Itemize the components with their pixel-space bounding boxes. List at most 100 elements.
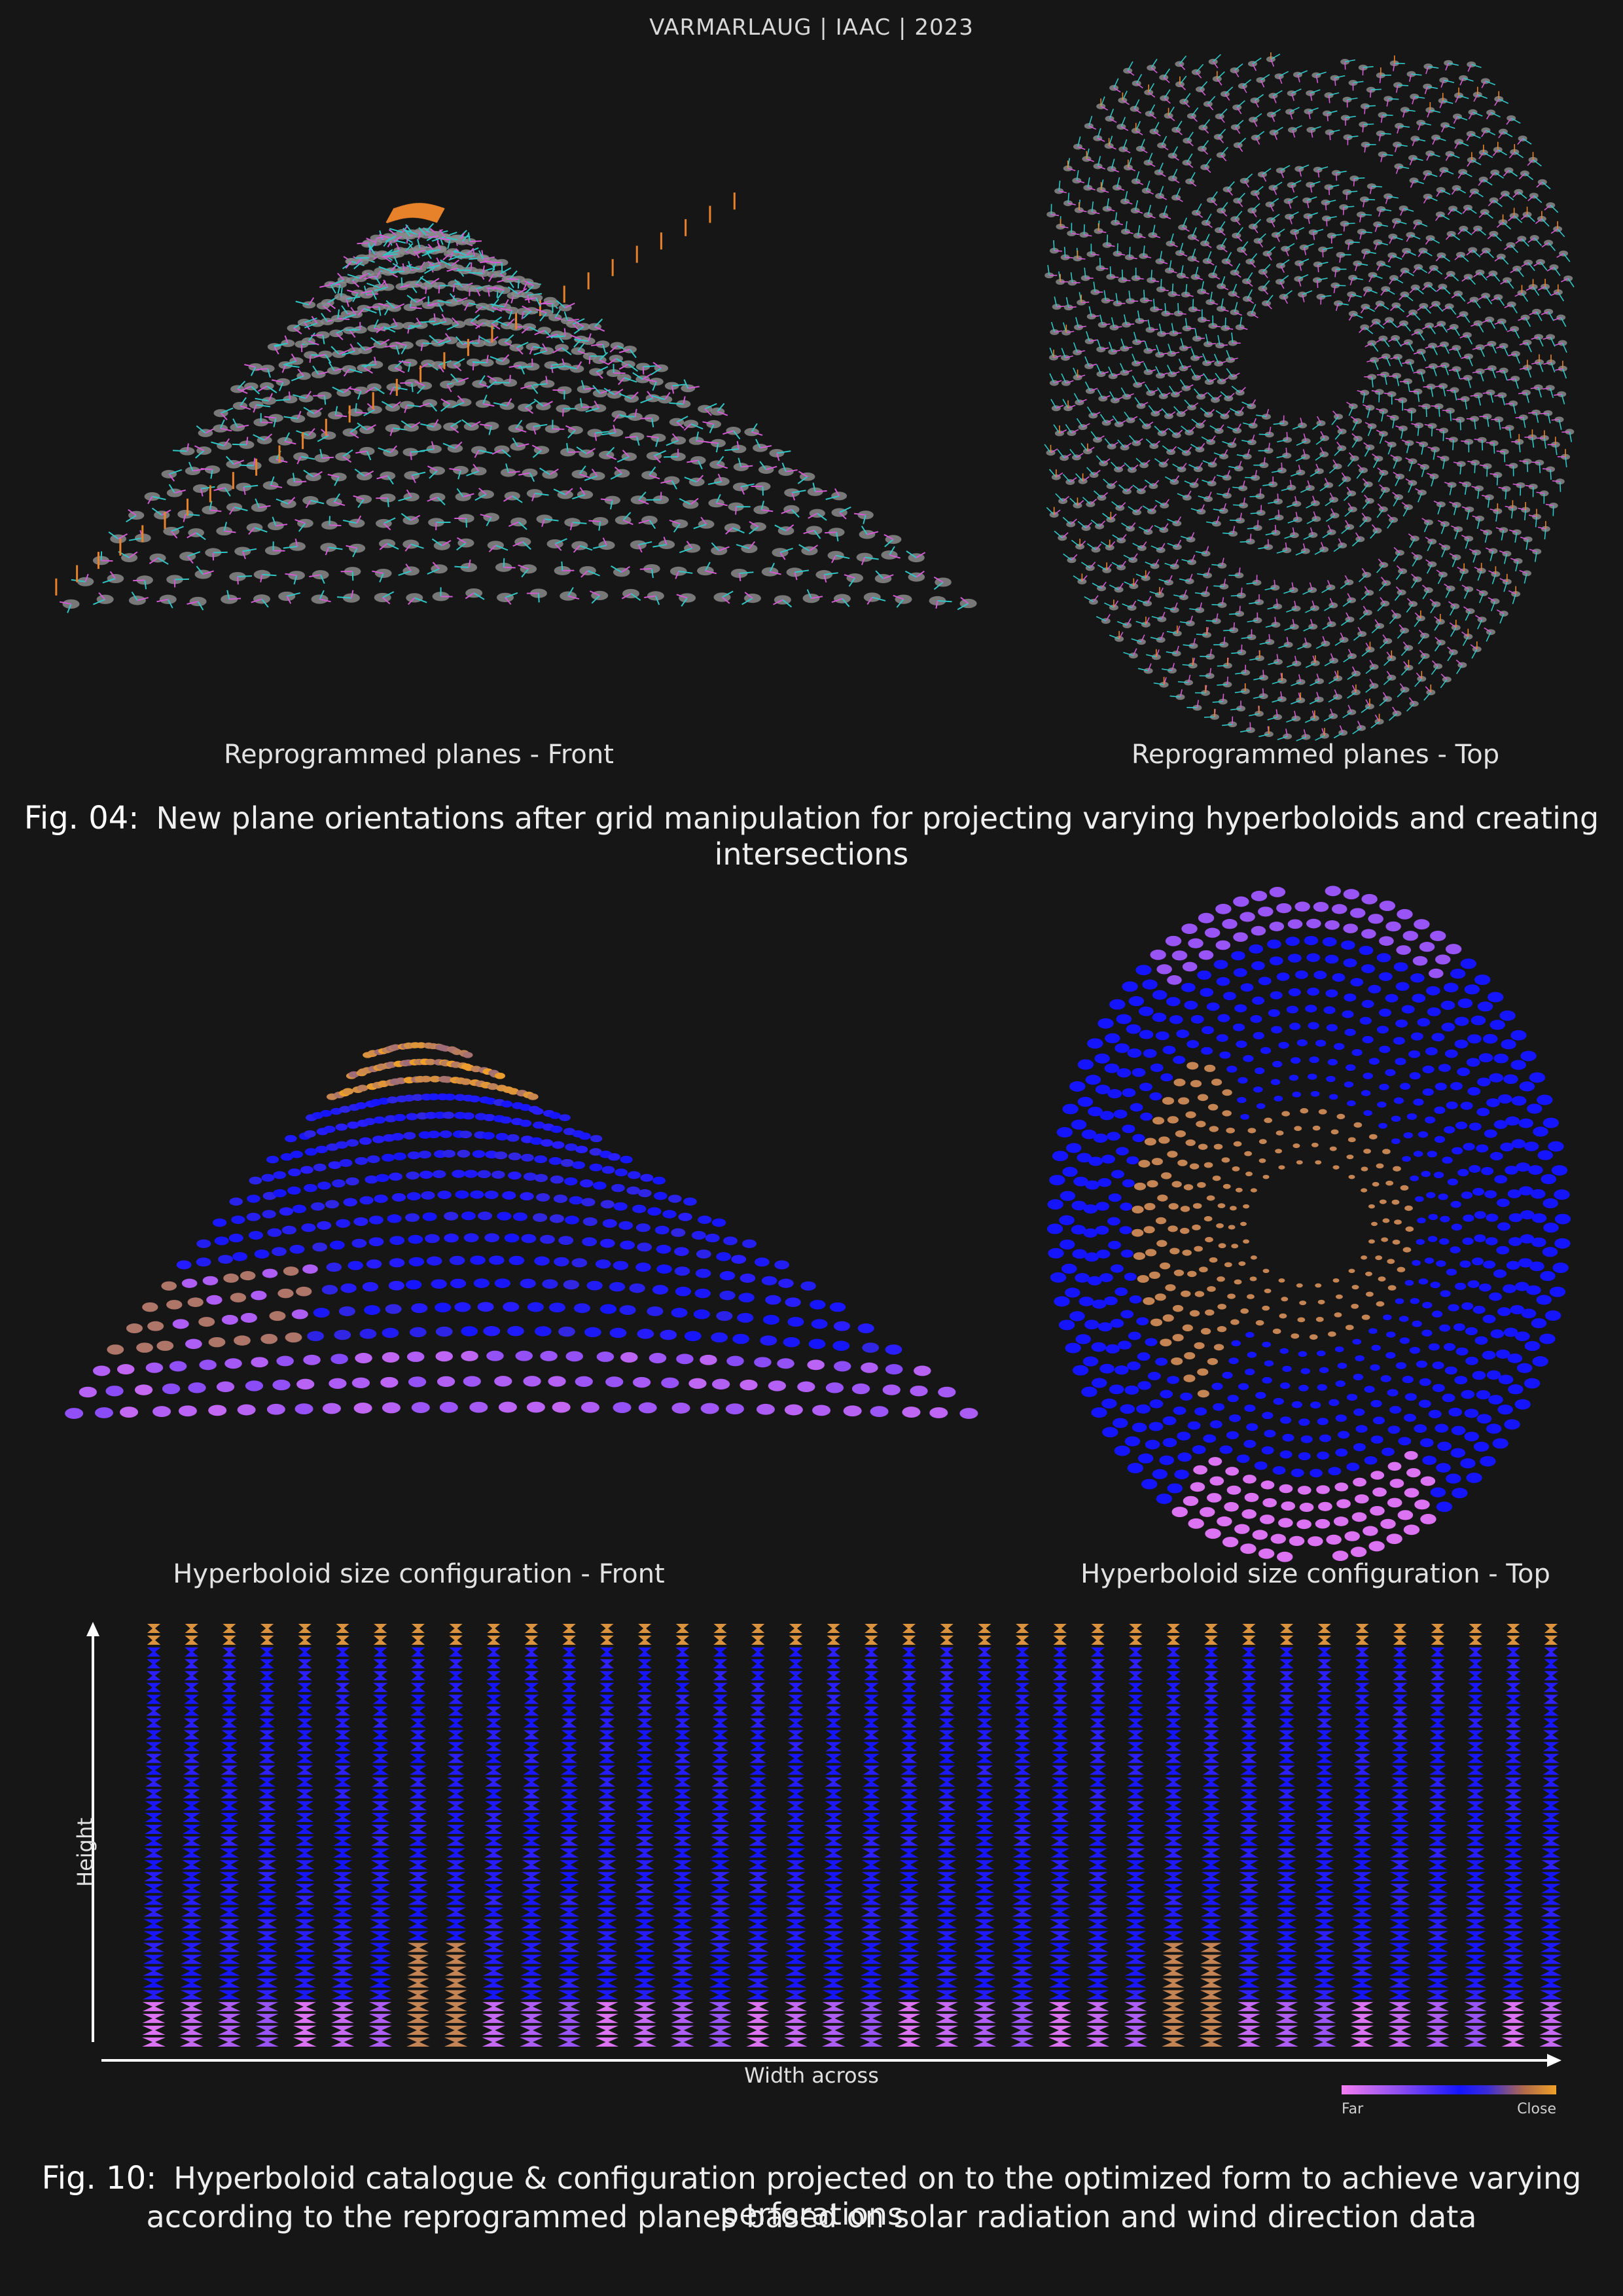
plane-axis-magenta (1413, 222, 1418, 230)
plane-axis-magenta (311, 334, 323, 336)
plane-axis-cyan (1344, 223, 1355, 224)
plane-axis-magenta (1472, 370, 1480, 374)
plane-axis-cyan (1490, 601, 1496, 611)
plane-axis-magenta (383, 523, 391, 531)
plane-axis-magenta (1065, 355, 1073, 359)
plane-disc (1230, 309, 1240, 315)
plane-axis-magenta (1504, 244, 1511, 251)
plane-axis-cyan (1533, 195, 1543, 204)
plane-axis-magenta (1120, 126, 1129, 132)
plane-axis-cyan (1255, 94, 1264, 101)
plane-axis-magenta (1357, 389, 1365, 393)
hyperboloid-disc (435, 1326, 453, 1337)
plane-axis-magenta (1106, 564, 1113, 571)
hyperboloid-disc (355, 1353, 372, 1363)
plane-axis-magenta (1515, 238, 1522, 244)
plane-disc (1313, 166, 1323, 173)
plane-axis-cyan (1192, 298, 1194, 310)
plane-axis-cyan (1427, 172, 1438, 177)
plane-axis-magenta (1387, 514, 1394, 520)
plane-axis-cyan (442, 442, 455, 450)
plane-disc (1474, 485, 1484, 492)
hyperboloid-disc (353, 1217, 368, 1227)
plane-disc (213, 424, 228, 433)
plane-axis-magenta (1135, 209, 1143, 214)
plane-axis-magenta (1427, 473, 1435, 477)
plane-axis-magenta (1226, 676, 1228, 685)
plane-axis-cyan (1315, 454, 1325, 461)
plane-axis-magenta (1457, 567, 1465, 572)
hyperboloid-disc (283, 1266, 299, 1276)
plane-axis-magenta (1528, 412, 1537, 414)
plane-axis-magenta (427, 302, 438, 306)
plane-axis-cyan (1086, 331, 1090, 342)
plane-axis-magenta (1236, 423, 1241, 431)
plane-axis-cyan (576, 446, 587, 454)
plane-axis-cyan (1308, 212, 1319, 217)
hyperboloid-disc (202, 1276, 219, 1285)
plane-axis-cyan (1073, 575, 1082, 583)
plane-axis-magenta (1079, 541, 1086, 547)
plane-axis-magenta (1112, 350, 1121, 353)
plane-axis-cyan (1429, 152, 1440, 158)
plane-axis-magenta (531, 444, 542, 451)
plane-axis-cyan (1232, 283, 1238, 295)
plane-disc (1359, 467, 1368, 473)
plane-axis-magenta (353, 495, 365, 500)
plane-axis-cyan (1473, 299, 1481, 309)
plane-axis-cyan (1334, 448, 1342, 456)
plane-disc (107, 573, 124, 584)
hyperboloid-disc (325, 1200, 340, 1209)
plane-axis-magenta (1160, 260, 1168, 264)
plane-disc (761, 567, 779, 577)
plane-axis-cyan (1305, 607, 1315, 613)
plane-axis-magenta (1484, 367, 1493, 370)
hyperboloid-disc (260, 1333, 278, 1344)
plane-axis-magenta (1363, 442, 1370, 448)
plane-axis-magenta (1461, 440, 1469, 442)
plane-axis-cyan (1165, 476, 1175, 482)
plane-disc (1392, 710, 1402, 717)
plane-axis-cyan (1124, 190, 1128, 202)
plane-axis-magenta (456, 537, 467, 544)
plane-axis-magenta (1105, 614, 1111, 622)
plane-axis-cyan (574, 338, 589, 342)
plane-axis-magenta (1202, 148, 1209, 155)
plane-axis-magenta (439, 229, 446, 238)
plane-axis-magenta (442, 253, 451, 261)
plane-axis-orange (415, 202, 425, 219)
plane-axis-magenta (168, 473, 175, 482)
plane-axis-magenta (1115, 222, 1124, 226)
plane-axis-magenta (1406, 312, 1414, 318)
plane-axis-cyan (1433, 449, 1436, 460)
plane-axis-cyan (1135, 620, 1147, 625)
plane-axis-magenta (475, 288, 481, 296)
plane-axis-magenta (883, 574, 894, 579)
plane-axis-cyan (1377, 603, 1385, 612)
plane-axis-magenta (1063, 453, 1071, 459)
plane-axis-magenta (1249, 261, 1257, 268)
plane-axis-cyan (1393, 458, 1399, 469)
plane-axis-magenta (376, 270, 382, 279)
plane-axis-magenta (1274, 579, 1276, 588)
plane-axis-cyan (329, 516, 330, 526)
plane-axis-cyan (1188, 464, 1199, 470)
hyperboloid-size-front-view (65, 1042, 978, 1419)
plane-axis-cyan (1138, 526, 1149, 533)
plane-axis-cyan (1471, 649, 1478, 659)
plane-axis-cyan (1191, 248, 1196, 259)
plane-axis-cyan (419, 448, 435, 452)
plane-axis-magenta (1101, 189, 1109, 193)
plane-axis-cyan (1062, 474, 1071, 483)
plane-axis-magenta (834, 488, 840, 497)
plane-axis-cyan (1050, 399, 1057, 409)
plane-axis-magenta (274, 346, 279, 355)
plane-axis-magenta (1186, 140, 1194, 147)
plane-axis-cyan (1166, 631, 1177, 634)
plane-axis-cyan (1363, 392, 1366, 403)
plane-axis-magenta (1554, 342, 1563, 346)
plane-disc (348, 408, 363, 417)
plane-axis-cyan (1159, 251, 1162, 262)
plane-axis-magenta (588, 520, 601, 522)
plane-axis-magenta (591, 344, 603, 347)
